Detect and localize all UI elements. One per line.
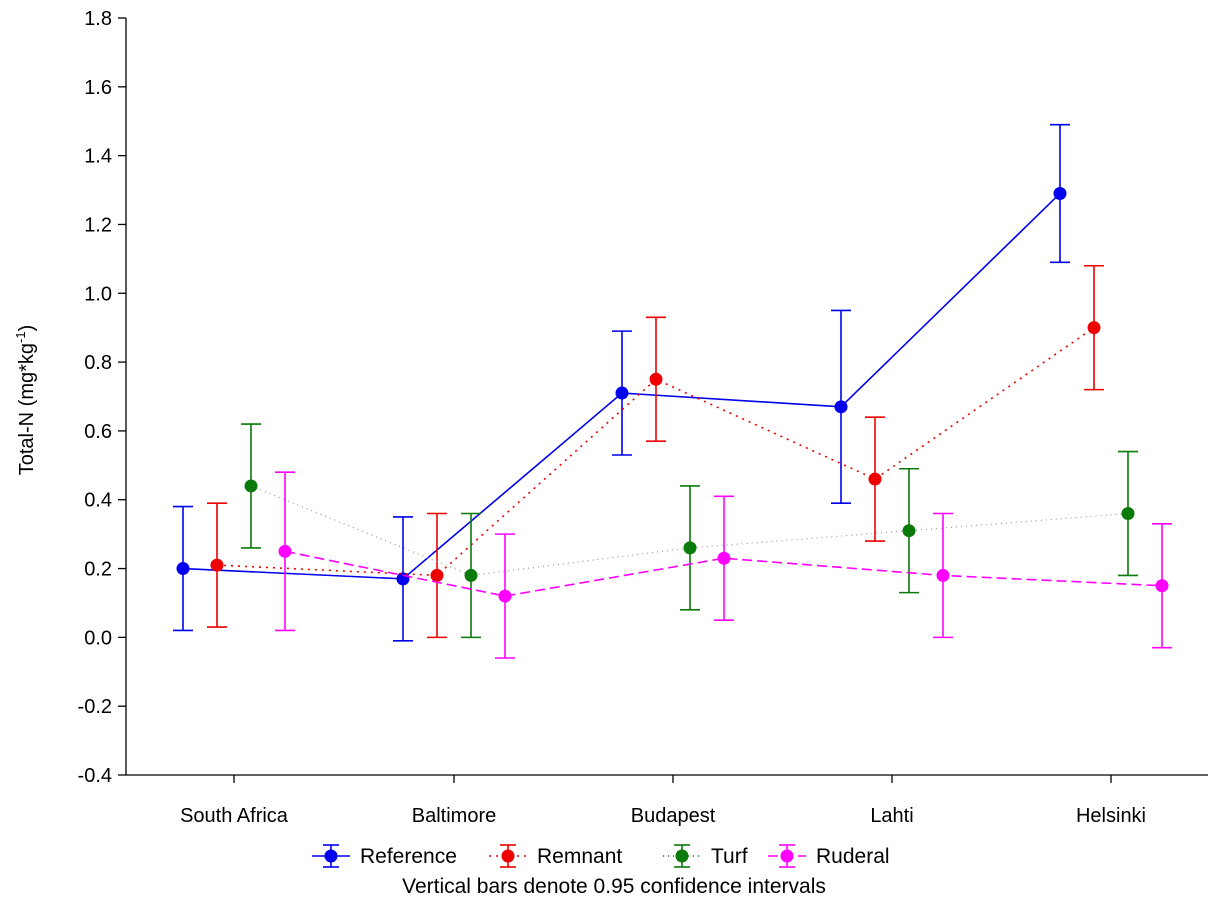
legend-label: Ruderal bbox=[816, 845, 890, 868]
series-layer bbox=[173, 123, 1172, 659]
legend-item-remnant: Remnant bbox=[489, 844, 622, 868]
legend-item-reference: Reference bbox=[312, 844, 457, 868]
data-point bbox=[430, 568, 444, 582]
y-tick-label: 1.6 bbox=[84, 77, 112, 99]
data-point bbox=[1121, 506, 1135, 520]
data-point bbox=[902, 524, 916, 538]
series-line bbox=[284, 550, 1163, 597]
series-remnant bbox=[207, 264, 1104, 639]
legend-label: Turf bbox=[711, 845, 748, 868]
data-point bbox=[244, 479, 258, 493]
y-tick-label: 0.4 bbox=[84, 490, 112, 512]
data-point bbox=[649, 372, 663, 386]
x-tick-label: South Africa bbox=[180, 805, 289, 827]
x-tick-label: Helsinki bbox=[1076, 805, 1146, 827]
data-point bbox=[615, 386, 629, 400]
legend-item-turf: Turf bbox=[663, 844, 748, 868]
data-point bbox=[834, 400, 848, 414]
y-tick-label: 0.8 bbox=[84, 352, 112, 374]
data-point bbox=[717, 551, 731, 565]
y-tick-label: -0.4 bbox=[78, 765, 112, 787]
series-ruderal bbox=[275, 471, 1172, 659]
x-tick-label: Budapest bbox=[631, 805, 716, 827]
legend: Reference Remnant Turf Ruderal bbox=[312, 844, 890, 868]
data-point bbox=[683, 541, 697, 555]
y-tick-label: 1.0 bbox=[84, 283, 112, 305]
y-tick-label: 0.2 bbox=[84, 559, 112, 581]
y-tick-label: 1.8 bbox=[84, 8, 112, 30]
y-tick-label: 0.0 bbox=[84, 627, 112, 649]
data-point bbox=[498, 589, 512, 603]
data-point bbox=[278, 544, 292, 558]
legend-label: Remnant bbox=[537, 845, 622, 868]
y-axis-title: Total-N (mg*kg-1) bbox=[13, 325, 38, 476]
legend-marker bbox=[780, 849, 794, 863]
data-point bbox=[868, 472, 882, 486]
legend-marker bbox=[501, 849, 515, 863]
legend-item-ruderal: Ruderal bbox=[768, 844, 890, 868]
axes: -0.4 -0.2 0.0 0.2 0.4 0.6 0.8 1.0 1.2 1.4 1.6 1.8 So… bbox=[78, 8, 1208, 827]
y-tick-label: 1.4 bbox=[84, 146, 112, 168]
data-point bbox=[936, 568, 950, 582]
legend-marker bbox=[324, 849, 338, 863]
y-tick-label: 1.2 bbox=[84, 214, 112, 236]
x-tick-label: Lahti bbox=[870, 805, 913, 827]
legend-label: Reference bbox=[360, 845, 457, 868]
footnote: Vertical bars denote 0.95 confidence int… bbox=[402, 875, 826, 898]
series-turf bbox=[241, 423, 1138, 639]
y-tick-label: 0.6 bbox=[84, 421, 112, 443]
data-point bbox=[210, 558, 224, 572]
data-point bbox=[1053, 186, 1067, 200]
data-point bbox=[1155, 579, 1169, 593]
data-point bbox=[1087, 321, 1101, 335]
legend-marker bbox=[675, 849, 689, 863]
x-tick-label: Baltimore bbox=[412, 805, 496, 827]
y-tick-label: -0.2 bbox=[78, 696, 112, 718]
series-reference bbox=[173, 123, 1070, 642]
data-point bbox=[176, 562, 190, 576]
data-point bbox=[464, 568, 478, 582]
